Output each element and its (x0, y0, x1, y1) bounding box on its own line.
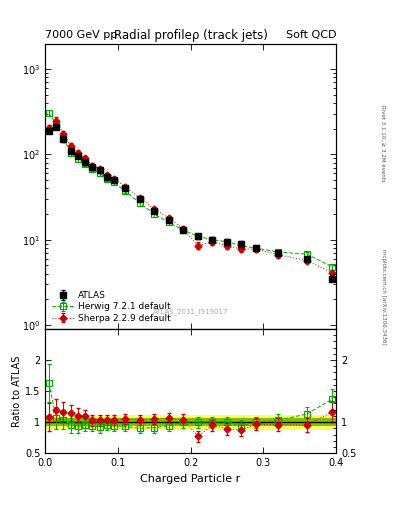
Text: 7000 GeV pp: 7000 GeV pp (45, 30, 118, 40)
Text: mcplots.cern.ch [arXiv:1306.3436]: mcplots.cern.ch [arXiv:1306.3436] (381, 249, 386, 345)
Text: Soft QCD: Soft QCD (286, 30, 336, 40)
Text: ATLAS_2011_I919017: ATLAS_2011_I919017 (153, 309, 228, 315)
Title: Radial profileρ (track jets): Radial profileρ (track jets) (114, 29, 268, 42)
Legend: ATLAS, Herwig 7.2.1 default, Sherpa 2.2.9 default: ATLAS, Herwig 7.2.1 default, Sherpa 2.2.… (50, 289, 172, 325)
Y-axis label: Ratio to ATLAS: Ratio to ATLAS (12, 355, 22, 426)
Text: Rivet 3.1.10, ≥ 3.2M events: Rivet 3.1.10, ≥ 3.2M events (381, 105, 386, 182)
X-axis label: Charged Particle r: Charged Particle r (140, 474, 241, 483)
